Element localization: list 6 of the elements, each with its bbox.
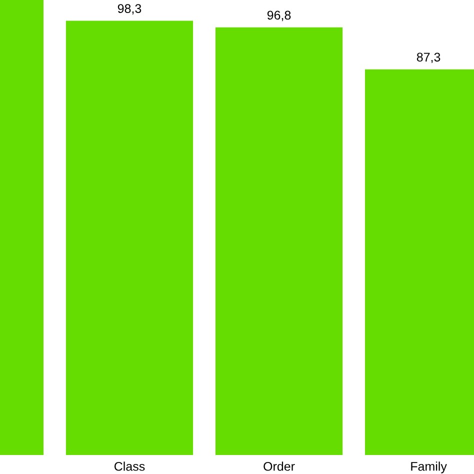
x-tick-label: Class: [114, 462, 145, 471]
data-label: 98,3: [118, 4, 142, 14]
data-label: 87,3: [416, 52, 440, 64]
x-tick-label: Family: [411, 462, 447, 474]
x-tick-label: Order: [264, 462, 295, 471]
data-label: 96,8: [267, 10, 291, 22]
